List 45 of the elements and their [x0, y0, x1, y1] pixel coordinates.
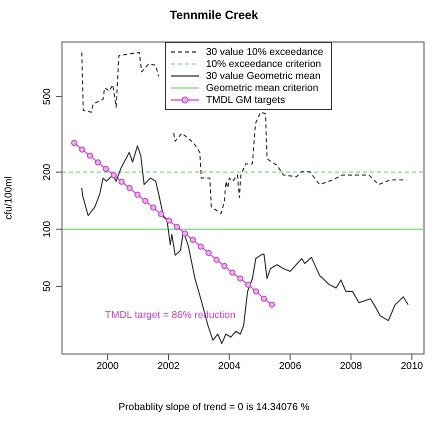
- point: [245, 282, 252, 288]
- legend-label: 30 value Geometric mean: [206, 70, 321, 82]
- point: [268, 302, 275, 308]
- point: [142, 198, 148, 204]
- point: [252, 288, 260, 295]
- x-tick-label: 2006: [279, 361, 302, 372]
- point: [260, 296, 268, 302]
- point: [237, 275, 244, 282]
- point: [174, 224, 180, 230]
- point: [150, 204, 156, 211]
- y-tick-label: 200: [42, 163, 53, 180]
- legend-label: TMDL GM targets: [206, 94, 286, 106]
- point: [86, 152, 94, 159]
- x-tick-label: 2010: [400, 361, 424, 372]
- point: [126, 184, 133, 192]
- point: [166, 218, 172, 224]
- legend-label: 30 value 10% exceedance: [206, 46, 324, 58]
- legend-label: 10% exceedance criterion: [206, 58, 322, 70]
- text: Probablity slope of trend = 0 is 14.34076 %: [118, 402, 310, 413]
- point: [158, 211, 164, 218]
- y-tick-label: 50: [42, 280, 53, 292]
- point: [71, 140, 78, 146]
- legend-label: Geometric mean criterion: [206, 82, 318, 94]
- x-tick-label: 2004: [218, 361, 241, 372]
- point: [213, 256, 220, 263]
- point: [134, 192, 141, 198]
- point: [110, 172, 117, 178]
- point: [221, 262, 228, 270]
- point: [94, 159, 101, 166]
- line-series: [81, 145, 409, 344]
- point: [102, 166, 109, 172]
- point: [78, 146, 86, 153]
- point: [206, 250, 212, 256]
- point: [190, 236, 196, 243]
- point: [118, 178, 125, 185]
- chart-title: Tennmile Creek: [168, 8, 260, 22]
- point: [229, 270, 236, 276]
- x-tick-label: 2000: [96, 361, 120, 372]
- y-tick-label: 500: [42, 88, 53, 105]
- y-axis-title: cfu/100ml: [4, 176, 15, 220]
- x-tick-label: 2002: [157, 361, 180, 372]
- point: [182, 230, 188, 237]
- y-tick-label: 100: [42, 220, 53, 238]
- point: [198, 243, 204, 250]
- x-tick-label: 2008: [340, 361, 363, 372]
